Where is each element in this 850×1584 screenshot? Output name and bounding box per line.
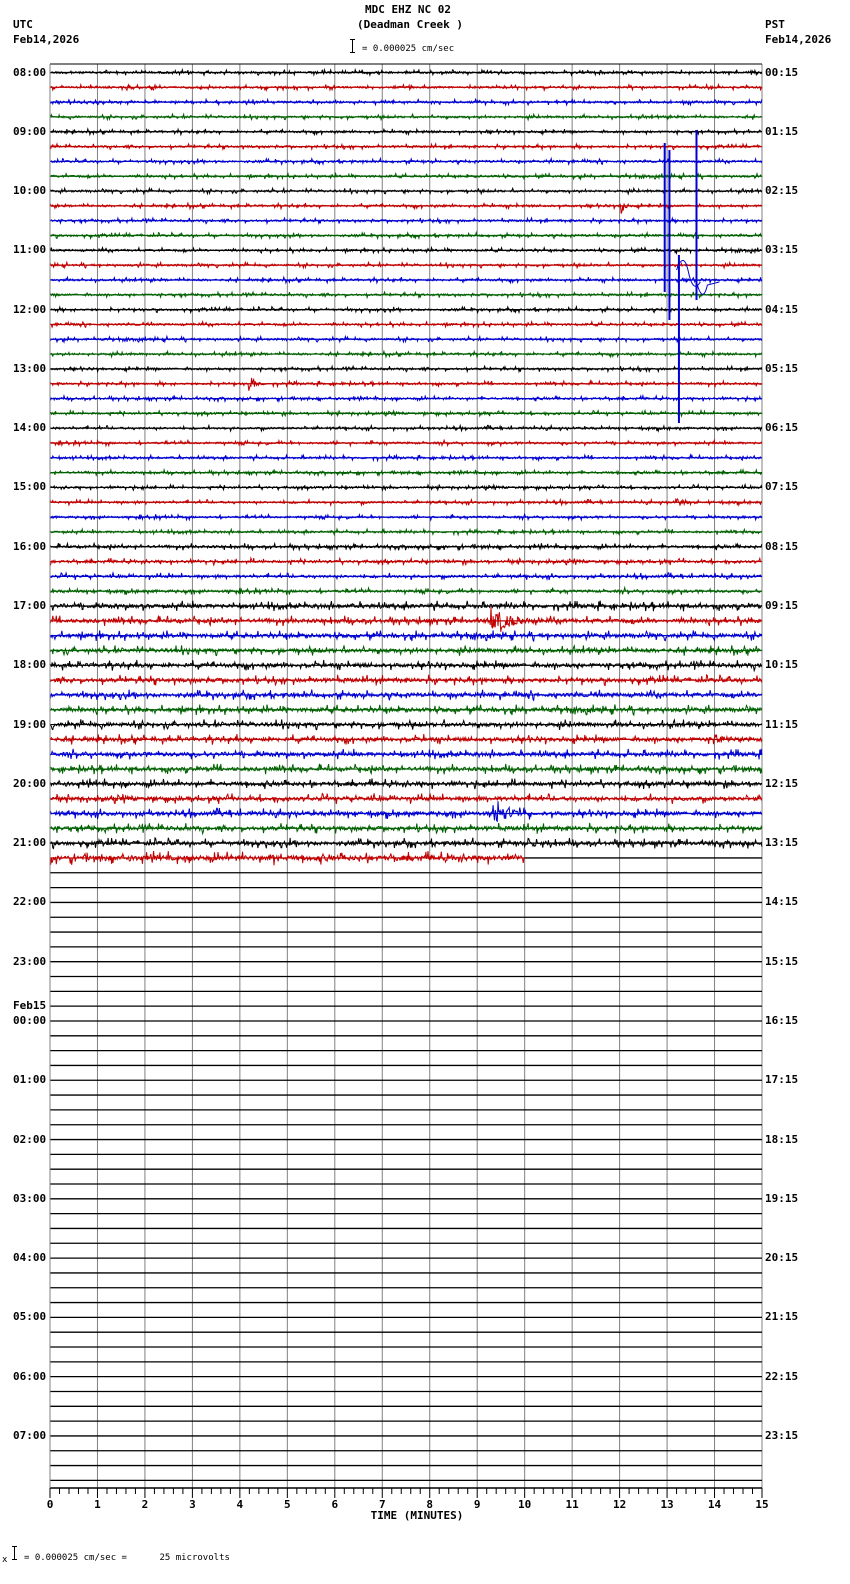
right-date: Feb14,2026: [765, 33, 832, 46]
utc-time-label: 02:00: [13, 1132, 47, 1146]
x-tick-label: 1: [94, 1498, 101, 1511]
x-tick-label: 9: [473, 1498, 481, 1511]
x-tick-label: 4: [236, 1498, 244, 1511]
pst-time-label: 01:15: [765, 124, 799, 138]
pst-time-label: 21:15: [765, 1310, 799, 1324]
pst-time-label: 03:15: [765, 243, 799, 257]
x-tick-label: 11: [565, 1498, 579, 1511]
left-date: Feb14,2026: [13, 33, 80, 46]
pst-time-label: 15:15: [765, 954, 799, 968]
trace-row: [49, 606, 762, 632]
pst-time-label: 02:15: [765, 184, 799, 198]
utc-time-label: 01:00: [13, 1073, 47, 1087]
pst-time-label: 23:15: [765, 1428, 799, 1442]
trace-row: [49, 600, 763, 612]
x-tick-label: 12: [612, 1498, 627, 1511]
trace-row: [49, 393, 763, 404]
pst-time-label: 06:15: [765, 421, 799, 435]
utc-time-label: 04:00: [13, 1251, 47, 1265]
x-tick-label: 0: [46, 1498, 54, 1511]
x-tick-label: 2: [141, 1498, 149, 1511]
pst-time-label: 00:15: [765, 65, 799, 79]
utc-time-label: 18:00: [13, 658, 47, 672]
x-tick-label: 13: [660, 1498, 674, 1511]
utc-time-label: 03:00: [13, 1191, 47, 1205]
utc-time-label: 10:00: [13, 184, 47, 198]
pst-time-label: 10:15: [765, 658, 799, 672]
utc-time-label: 17:00: [13, 599, 47, 613]
utc-time-label: 19:00: [13, 717, 47, 731]
station-title: MDC EHZ NC 02: [364, 3, 452, 16]
x-tick-label: 15: [755, 1498, 769, 1511]
pst-time-label: 11:15: [765, 717, 799, 731]
utc-time-label: 13:00: [13, 361, 47, 375]
utc-time-label: 14:00: [13, 421, 47, 435]
utc-time-label: 15:00: [13, 480, 47, 494]
x-tick-label: 8: [426, 1498, 434, 1511]
pst-time-label: 22:15: [765, 1369, 799, 1383]
pst-time-label: 20:15: [765, 1251, 799, 1265]
x-tick-label: 10: [518, 1498, 532, 1511]
utc-time-label: 22:00: [13, 895, 47, 909]
x-axis-label: TIME (MINUTES): [370, 1509, 464, 1522]
pst-time-label: 19:15: [765, 1191, 799, 1205]
pst-time-label: 16:15: [765, 1013, 799, 1027]
utc-time-label: 06:00: [13, 1369, 47, 1383]
utc-time-label: 16:00: [13, 539, 47, 553]
pst-time-label: 08:15: [765, 539, 799, 553]
utc-time-label: 23:00: [13, 954, 47, 968]
utc-time-label: 11:00: [13, 243, 47, 257]
utc-time-label: 08:00: [13, 65, 47, 79]
utc-date-label: Feb15: [13, 998, 47, 1012]
pst-time-label: 13:15: [765, 836, 799, 850]
footer-scale-bar-icon: [12, 1546, 20, 1560]
footer-prefix: x: [2, 1555, 8, 1565]
x-tick-label: 7: [378, 1498, 386, 1511]
pst-time-label: 09:15: [765, 599, 799, 613]
scale-text: = 0.000025 cm/sec: [362, 44, 455, 54]
x-tick-label: 3: [189, 1498, 196, 1511]
x-tick-label: 14: [707, 1498, 722, 1511]
right-timezone: PST: [765, 18, 785, 31]
trace-row: [49, 801, 763, 823]
trace-row: [49, 201, 763, 214]
footer-scale-text: = 0.000025 cm/sec = 25 microvolts: [24, 1553, 230, 1563]
station-location: (Deadman Creek ): [357, 18, 463, 31]
scale-bar-icon: [350, 39, 358, 53]
x-tick-label: 5: [284, 1498, 291, 1511]
utc-time-label: 07:00: [13, 1428, 47, 1442]
utc-time-label: 21:00: [13, 836, 47, 850]
pst-time-label: 17:15: [765, 1073, 799, 1087]
utc-time-label: 05:00: [13, 1310, 47, 1324]
utc-time-label: 09:00: [13, 124, 47, 138]
pst-time-label: 14:15: [765, 895, 799, 909]
pst-time-label: 05:15: [765, 361, 799, 375]
pst-time-label: 07:15: [765, 480, 799, 494]
pst-time-label: 12:15: [765, 776, 799, 790]
utc-time-label: 12:00: [13, 302, 47, 316]
pst-time-label: 18:15: [765, 1132, 799, 1146]
utc-time-label: 20:00: [13, 776, 47, 790]
x-tick-label: 6: [331, 1498, 339, 1511]
utc-time-label: 00:00: [13, 1013, 47, 1027]
left-timezone: UTC: [13, 18, 33, 31]
pst-time-label: 04:15: [765, 302, 799, 316]
